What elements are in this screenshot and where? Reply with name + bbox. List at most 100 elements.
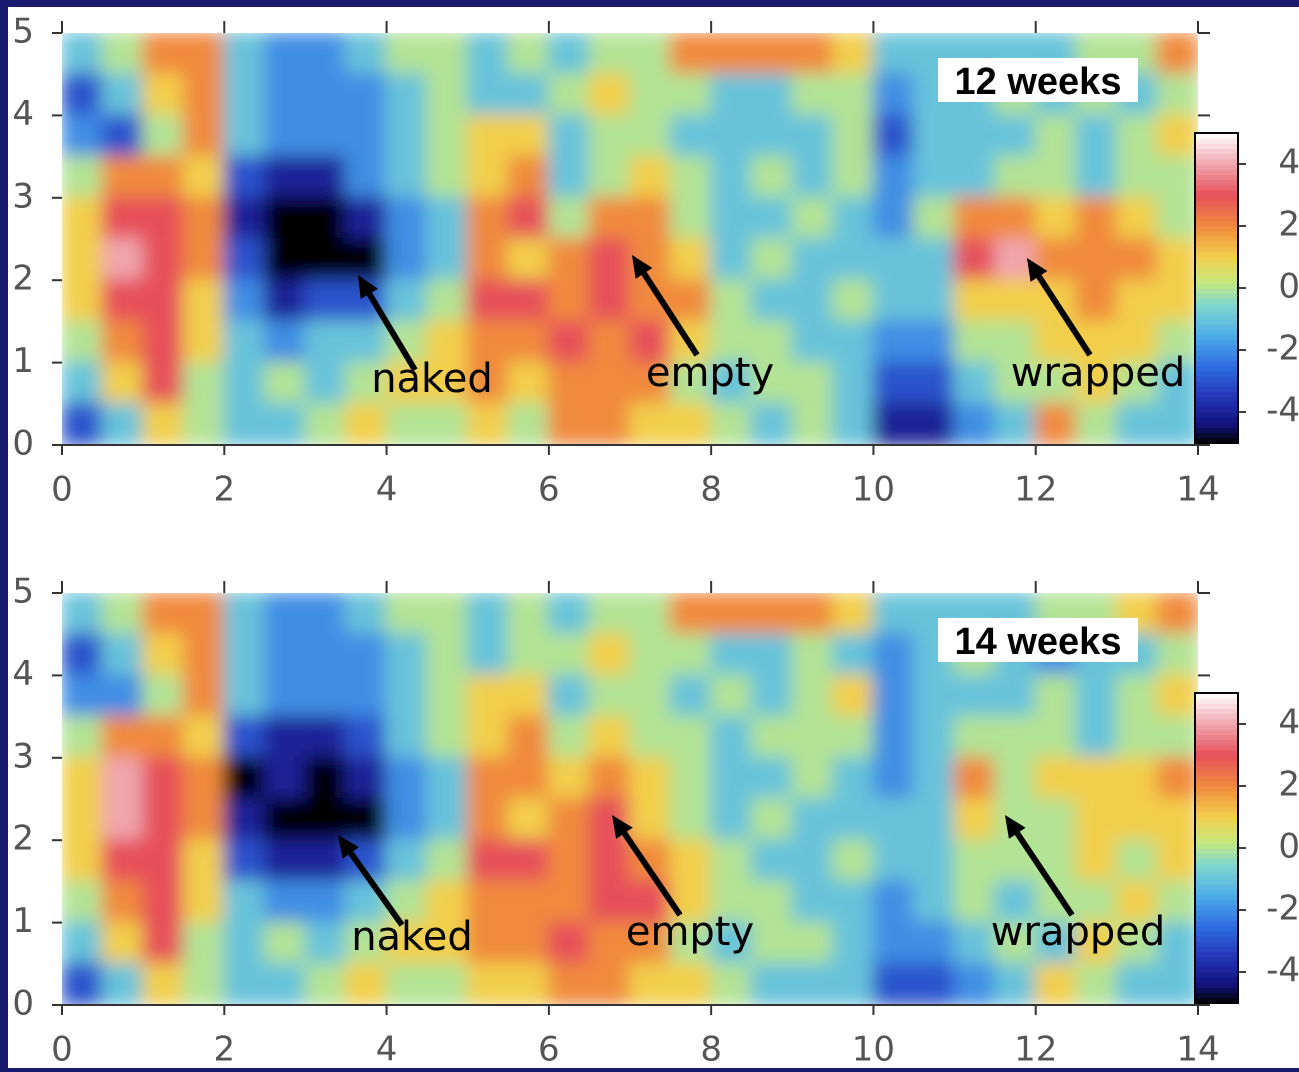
x-tick-label: 10 xyxy=(852,1030,895,1070)
heat-cell xyxy=(223,196,266,240)
x-tick-label: 2 xyxy=(213,470,235,510)
heat-cell xyxy=(1156,196,1198,240)
heat-cell xyxy=(223,715,266,759)
heat-cell xyxy=(62,196,104,240)
heat-cell xyxy=(629,33,672,76)
heat-cell xyxy=(1115,361,1159,405)
heat-cell xyxy=(588,155,631,199)
heat-cell xyxy=(101,674,145,718)
heat-cell xyxy=(750,674,794,718)
heat-cell xyxy=(345,114,388,158)
heat-cell xyxy=(263,320,307,364)
heat-cell xyxy=(304,238,347,282)
colorbar-segment xyxy=(1195,796,1238,802)
annotation-arrowhead xyxy=(632,255,653,279)
heat-cell xyxy=(1156,756,1198,800)
colorbar-segment xyxy=(1195,355,1238,361)
heat-cell xyxy=(791,756,834,800)
heat-cell xyxy=(669,33,713,76)
heat-cell xyxy=(426,114,469,158)
colorbar-segment xyxy=(1195,915,1238,921)
heat-cell xyxy=(345,798,388,842)
heat-cell xyxy=(791,73,834,117)
heat-cell xyxy=(142,715,185,759)
heat-cell xyxy=(913,196,956,240)
x-tick-label: 0 xyxy=(51,1030,73,1070)
heat-cell xyxy=(101,921,145,965)
heat-cell xyxy=(831,196,875,240)
heat-cell xyxy=(62,839,104,883)
heat-cell xyxy=(669,962,713,1005)
heat-cell xyxy=(345,880,388,924)
annotation-arrowhead xyxy=(358,275,378,300)
heat-cell xyxy=(1115,196,1159,240)
heat-cell xyxy=(710,593,753,636)
heat-cell xyxy=(304,73,347,117)
colorbar-tick-label: 4 xyxy=(1278,143,1299,183)
heat-cell xyxy=(1034,155,1078,199)
heat-cell xyxy=(750,73,794,117)
x-tick-label: 4 xyxy=(376,1030,398,1070)
heat-cell xyxy=(710,155,753,199)
heat-cell xyxy=(669,402,713,445)
heat-cell xyxy=(791,114,834,158)
heat-cell xyxy=(142,633,185,677)
heat-cell xyxy=(263,674,307,718)
heat-cell xyxy=(629,756,672,800)
colorbar-segment xyxy=(1195,946,1238,952)
colorbar-segment xyxy=(1195,412,1238,418)
colorbar-segment xyxy=(1195,806,1238,813)
heat-cell xyxy=(385,361,429,405)
panel-title: 14 weeks xyxy=(955,621,1122,663)
colorbar-segment xyxy=(1195,303,1238,310)
heat-cell xyxy=(466,880,510,924)
heat-cell xyxy=(1075,921,1118,965)
heat-cell xyxy=(750,756,794,800)
heat-cell xyxy=(345,633,388,677)
heat-cell xyxy=(994,320,1037,364)
heat-cell xyxy=(953,279,997,323)
heat-cell xyxy=(629,196,672,240)
heat-cell xyxy=(588,402,631,445)
colorbar-segment xyxy=(1195,319,1238,325)
colorbar-tick-label: 2 xyxy=(1278,765,1299,805)
colorbar-segment xyxy=(1195,708,1238,715)
heat-cell xyxy=(791,279,834,323)
heat-cell xyxy=(588,361,631,405)
heat-cell xyxy=(466,402,510,445)
colorbar-segment xyxy=(1195,775,1238,782)
heat-cell xyxy=(101,279,145,323)
colorbar-segment xyxy=(1195,339,1238,346)
heat-cell xyxy=(466,921,510,965)
heat-cell xyxy=(62,361,104,405)
heat-cell xyxy=(831,715,875,759)
colorbar-segment xyxy=(1195,200,1238,206)
heat-cell xyxy=(588,593,631,636)
heat-cell xyxy=(547,633,591,677)
heat-cell xyxy=(263,756,307,800)
heat-cell xyxy=(345,962,388,1005)
heat-cell xyxy=(385,155,429,199)
heat-cell xyxy=(62,715,104,759)
heat-cell xyxy=(223,402,266,445)
heat-cell xyxy=(872,114,915,158)
heat-cell xyxy=(994,402,1037,445)
heat-cell xyxy=(263,633,307,677)
heat-cell xyxy=(669,279,713,323)
colorbar-segment xyxy=(1195,344,1238,351)
heat-cell xyxy=(588,839,631,883)
heat-cell xyxy=(953,320,997,364)
heat-cell xyxy=(1156,155,1198,199)
heat-cell xyxy=(547,593,591,636)
heat-cell xyxy=(466,238,510,282)
heat-cell xyxy=(1034,962,1078,1005)
heat-cell xyxy=(1075,674,1118,718)
heat-cell xyxy=(588,114,631,158)
colorbar-segment xyxy=(1195,262,1238,268)
heat-cell xyxy=(1156,633,1198,677)
heat-cell xyxy=(507,674,550,718)
colorbar-segment xyxy=(1195,277,1238,284)
y-tick-label: 2 xyxy=(12,819,34,859)
colorbar-segment xyxy=(1195,133,1238,139)
heat-cell xyxy=(385,196,429,240)
